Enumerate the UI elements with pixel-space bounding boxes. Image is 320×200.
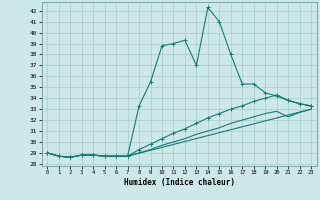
X-axis label: Humidex (Indice chaleur): Humidex (Indice chaleur) — [124, 178, 235, 187]
